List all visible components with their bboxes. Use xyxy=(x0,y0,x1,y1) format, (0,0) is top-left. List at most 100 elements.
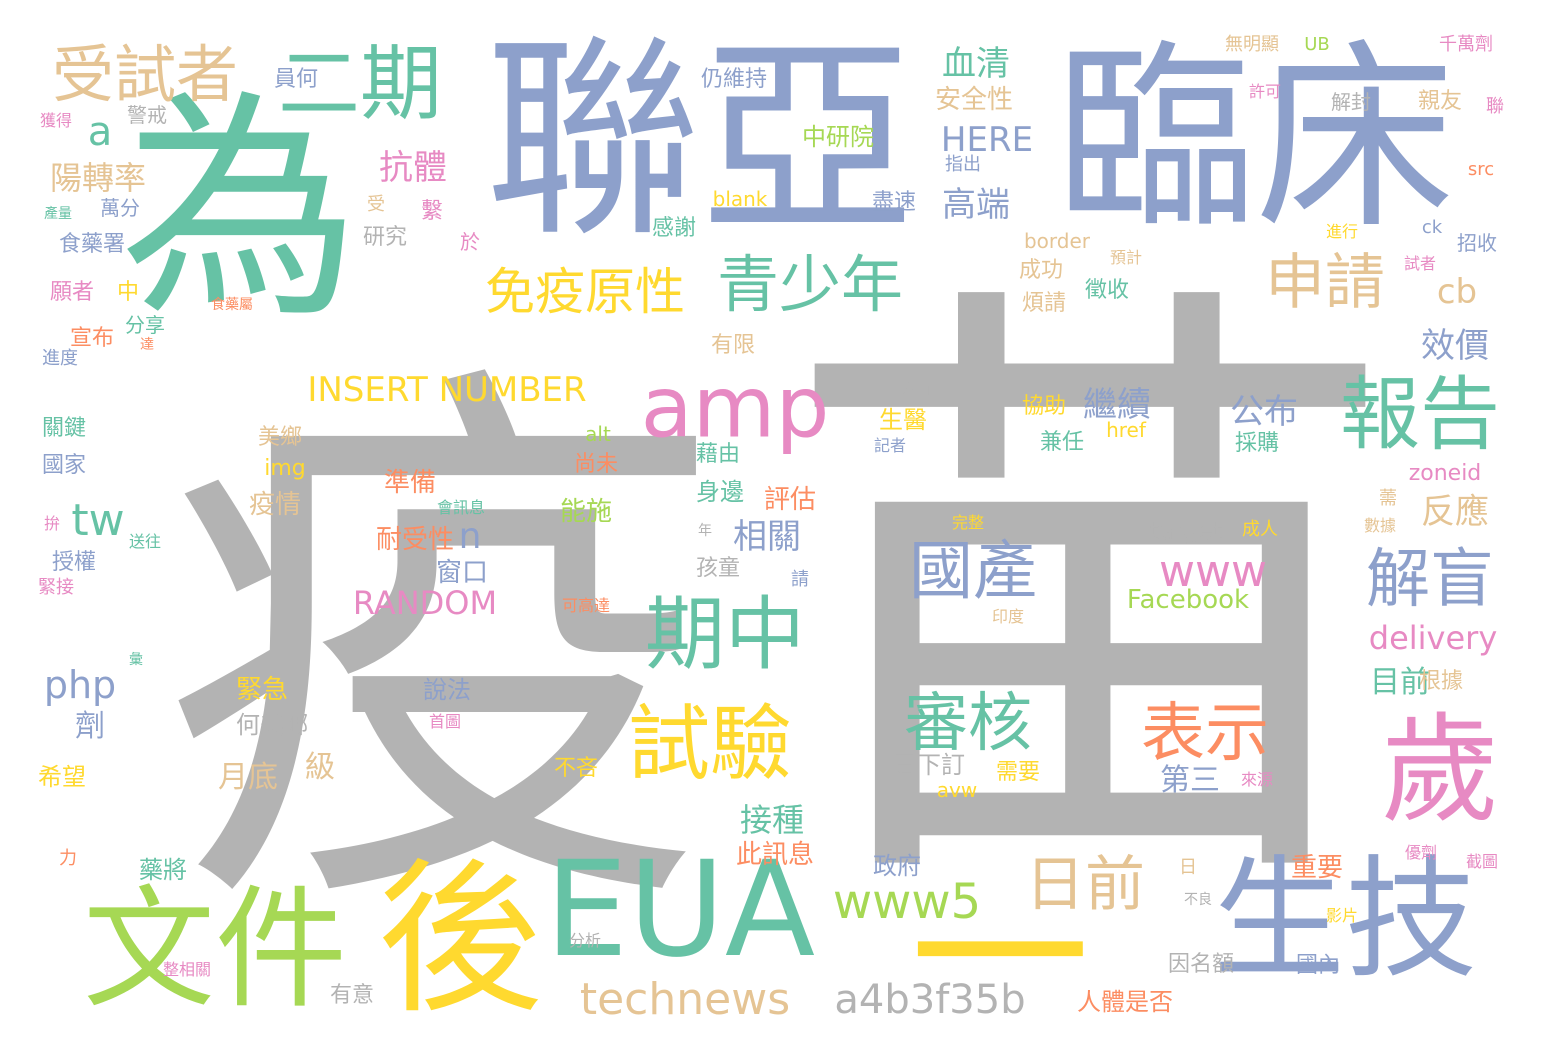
cloud-word: Facebook xyxy=(1126,585,1250,615)
cloud-word: 孩童 xyxy=(695,556,741,581)
cloud-word: 拚 xyxy=(43,514,61,533)
cloud-word: 國產 xyxy=(909,535,1037,609)
cloud-word: 解盲 xyxy=(1366,543,1494,617)
cloud-word: 效價 xyxy=(1421,326,1489,366)
cloud-word: 警戒 xyxy=(127,103,167,127)
cloud-word: 目前 xyxy=(1370,665,1430,700)
cloud-word: 受試者 xyxy=(51,38,239,111)
cloud-word: 準備 xyxy=(383,468,437,498)
cloud-word: amp xyxy=(640,358,830,458)
cloud-word: 年 xyxy=(698,523,712,539)
cloud-word: 萬分 xyxy=(100,196,140,220)
cloud-word: 人體是否 xyxy=(1077,988,1173,1016)
cloud-word: 成功 xyxy=(1018,258,1064,283)
cloud-word: 可高達 xyxy=(561,596,611,615)
cloud-word: 研究 xyxy=(362,225,408,250)
cloud-word: 重要 xyxy=(1290,853,1344,883)
cloud-word: 薷 xyxy=(1379,488,1397,509)
cloud-word: 分析 xyxy=(568,931,602,950)
cloud-word: 試驗 xyxy=(627,697,793,792)
cloud-word: 後 xyxy=(377,843,543,1036)
cloud-word: 政府 xyxy=(873,852,921,880)
cloud-word: 中 xyxy=(116,280,140,305)
cloud-word: 徵收 xyxy=(1084,278,1130,303)
cloud-word: 二期 xyxy=(277,37,443,132)
cloud-word: img xyxy=(264,456,306,481)
cloud-word: border xyxy=(1023,229,1091,253)
cloud-word: 首圖 xyxy=(428,712,462,731)
cloud-word: 指出 xyxy=(945,154,981,175)
cloud-word: 會訊息 xyxy=(436,498,486,517)
cloud-word: 抗體 xyxy=(379,148,447,188)
cloud-word: 獲得 xyxy=(39,111,73,130)
cloud-word: 兼任 xyxy=(1039,430,1085,455)
cloud-word: src xyxy=(1467,159,1495,180)
cloud-word: 有限 xyxy=(710,333,756,358)
cloud-word: 為 xyxy=(119,70,361,350)
cloud-word: 預計 xyxy=(1109,248,1143,267)
cloud-word: 免疫原性 xyxy=(485,263,685,321)
cloud-word: 食藥署 xyxy=(58,232,126,257)
cloud-word: 陽轉率 xyxy=(49,159,147,197)
cloud-word: 聯亞 xyxy=(485,14,915,266)
cloud-word: 身邊 xyxy=(696,478,744,506)
cloud-word: 彙 xyxy=(129,652,143,668)
cloud-word: 不良 xyxy=(1184,892,1212,908)
cloud-word: 授權 xyxy=(51,550,97,575)
cloud-word: tw xyxy=(71,495,125,546)
cloud-word: 級 xyxy=(305,750,335,785)
cloud-word: 評估 xyxy=(763,485,817,515)
cloud-word: 因名額 xyxy=(1167,952,1235,977)
cloud-word: www5 xyxy=(832,874,982,930)
cloud-word: 進度 xyxy=(42,348,78,369)
cloud-word: 審核 xyxy=(904,687,1032,761)
cloud-word: 記者 xyxy=(873,436,907,455)
cloud-word: 進行 xyxy=(1325,222,1359,241)
cloud-word: 試者 xyxy=(1403,254,1437,273)
cloud-word: 生技 xyxy=(1213,843,1477,997)
cloud-word: 相關 xyxy=(733,517,801,557)
cloud-word: 尚未 xyxy=(573,452,619,477)
cloud-word: HERE xyxy=(940,120,1034,160)
cloud-word: RANDOM xyxy=(352,584,498,622)
cloud-word: delivery xyxy=(1368,619,1498,657)
cloud-word: 劑 xyxy=(75,709,105,744)
cloud-word: 期中 xyxy=(645,588,805,681)
cloud-word: 需要 xyxy=(995,760,1041,785)
cloud-word: 受 xyxy=(367,194,385,215)
cloud-word: 送往 xyxy=(128,532,162,551)
cloud-word: 聯 xyxy=(1486,96,1504,117)
cloud-word: n xyxy=(458,516,482,557)
cloud-word: UB xyxy=(1304,34,1330,55)
cloud-word: avw xyxy=(936,778,978,802)
cloud-word: target xyxy=(1149,517,1223,545)
cloud-word: 達 xyxy=(140,337,154,353)
cloud-word: 煩請 xyxy=(1021,291,1067,316)
cloud-word: 日前 xyxy=(1025,850,1145,920)
cloud-word: 來源 xyxy=(1240,770,1274,789)
cloud-word: 無明顯 xyxy=(1225,34,1279,55)
cloud-word: 高端 xyxy=(942,185,1010,225)
cloud-word: 此訊息 xyxy=(735,840,815,870)
cloud-word: 解封 xyxy=(1331,90,1371,114)
cloud-word: 盡速 xyxy=(871,190,917,215)
cloud-word: php xyxy=(43,663,117,707)
cloud-word: 表示 xyxy=(1141,697,1269,771)
cloud-word: 說法 xyxy=(423,676,471,704)
cloud-word: 能施 xyxy=(559,497,613,527)
cloud-word: 青少年 xyxy=(716,248,904,321)
cloud-word: 整相關 xyxy=(162,960,212,979)
cloud-word: 分享 xyxy=(125,313,165,337)
cloud-word: 藉由 xyxy=(695,442,741,467)
cloud-word: INSERT NUMBER xyxy=(307,370,587,410)
cloud-word: 臨床 xyxy=(1054,23,1456,256)
cloud-word: 中研院 xyxy=(802,123,874,151)
cloud-word: 藥將 xyxy=(139,856,187,884)
cloud-word: 影片 xyxy=(1325,906,1359,925)
cloud-word: 國內 xyxy=(1295,953,1341,978)
cloud-word: 日 xyxy=(1179,857,1197,878)
cloud-word: a xyxy=(87,109,113,155)
cloud-word: 血清 xyxy=(942,44,1010,84)
cloud-word: 仍維持 xyxy=(700,67,768,92)
cloud-word: 申請 xyxy=(1265,248,1385,318)
